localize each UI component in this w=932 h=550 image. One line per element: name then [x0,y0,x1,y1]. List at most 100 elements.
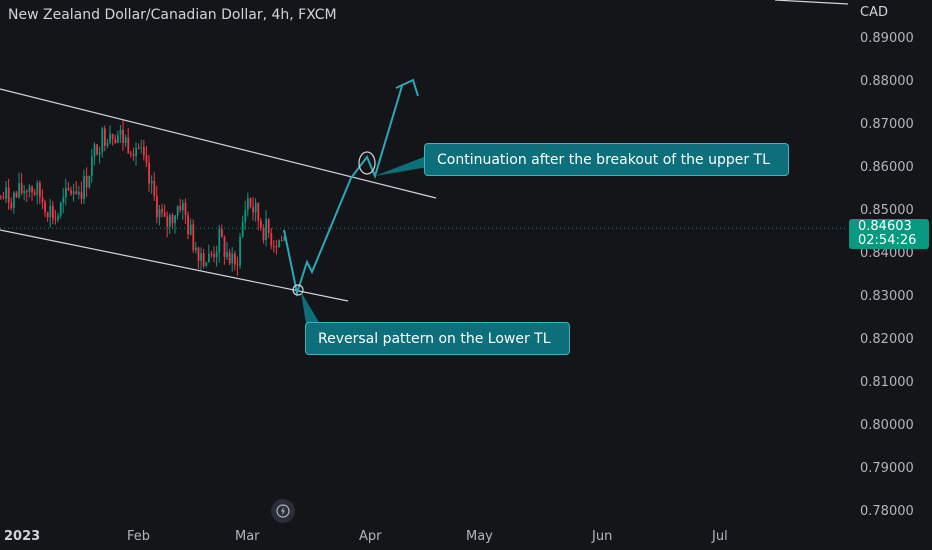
candle-body [83,175,85,200]
x-tick-label: Jun [592,529,613,544]
y-tick-label: 0.80000 [860,418,914,433]
candle-body [114,138,117,144]
candle-body [36,182,39,195]
candle-body [244,209,247,222]
candle-body [270,232,273,246]
candle-body [179,205,182,211]
candles-layer [0,120,286,276]
candle-body [26,190,28,192]
y-tick-label: 0.81000 [860,375,914,390]
candle-body [156,196,158,218]
candle-body [117,135,119,144]
candle-body [59,202,62,216]
candle-body [72,191,75,194]
x-tick-label: Mar [235,529,260,544]
candle-body [54,218,57,220]
x-tick-label: Feb [127,529,151,544]
candle-body [20,183,23,194]
candle-body [18,183,20,198]
upper-trendline-callout[interactable]: Continuation after the breakout of the u… [424,143,789,176]
candle-body [166,216,169,227]
y-tick-label: 0.84000 [860,246,914,261]
candle-body [143,147,145,156]
y-tick-label: 0.78000 [860,504,914,519]
candle-body [153,181,156,197]
candle-body [135,148,137,157]
projection-arrowhead [395,78,419,97]
candle-body [273,245,275,247]
candle-body [80,192,83,200]
candle-body [52,205,54,219]
symbol-title[interactable]: New Zealand Dollar/Canadian Dollar, 4h, … [8,7,337,23]
candle-body [215,252,218,258]
candle-body [231,253,234,264]
candle-body [70,190,72,194]
candle-body [98,152,101,155]
y-tick-label: 0.86000 [860,160,914,175]
candle-body [119,130,122,136]
candle-body [176,205,179,216]
candle-body [226,252,228,258]
candle-body [67,188,70,191]
candle-body [260,220,262,229]
candle-body [132,154,135,157]
current-price-value: 0.84603 [858,219,912,234]
candle-body [197,247,200,261]
candle-body [44,202,46,213]
candle-body [221,229,223,237]
candle-body [195,247,197,251]
candle-body [10,202,13,209]
candle-body [145,155,148,163]
candle-body [265,218,267,240]
candle-body [124,137,127,143]
candle-body [15,192,18,198]
candle-body [7,187,10,203]
candle-body [163,212,166,217]
candle-body [278,240,280,248]
x-tick-label: Apr [359,529,382,544]
y-tick-label: 0.83000 [860,289,914,304]
flash-icon [276,504,290,518]
candle-body [158,209,161,218]
candle-body [171,214,174,224]
candle-body [13,192,15,209]
candle-body [247,198,249,210]
candle-body [218,229,221,253]
candle-body [161,209,163,213]
candle-body [109,133,111,143]
candle-body [205,262,208,267]
candle-body [275,246,278,248]
top-trendline-fragment [774,0,849,5]
candle-body [150,181,153,184]
lower-trendline-callout[interactable]: Reversal pattern on the Lower TL [305,322,570,355]
candle-body [57,215,59,220]
candle-body [33,192,36,195]
candle-body [130,152,132,155]
candle-body [104,128,106,146]
candle-body [254,203,257,213]
candle-body [189,224,192,235]
candle-body [148,162,150,184]
candle-body [122,130,124,143]
candle-body [174,215,176,224]
candle-body [46,212,49,218]
candle-body [62,197,65,203]
replay-button[interactable] [271,499,295,523]
y-tick-label: 0.85000 [860,203,914,218]
candle-body [28,186,31,192]
candle-body [101,128,104,153]
currency-label: CAD [860,5,888,20]
breakout-marker [358,151,376,175]
candle-body [208,253,210,263]
candle-body [91,156,93,176]
candle-body [234,253,236,265]
upper-callout-pointer [375,153,434,176]
candle-body [262,228,265,240]
candle-body [210,253,213,255]
candle-body [106,142,109,146]
candle-body [192,224,195,251]
candle-body [39,182,41,198]
y-tick-label: 0.89000 [860,31,914,46]
candle-body [85,175,88,188]
